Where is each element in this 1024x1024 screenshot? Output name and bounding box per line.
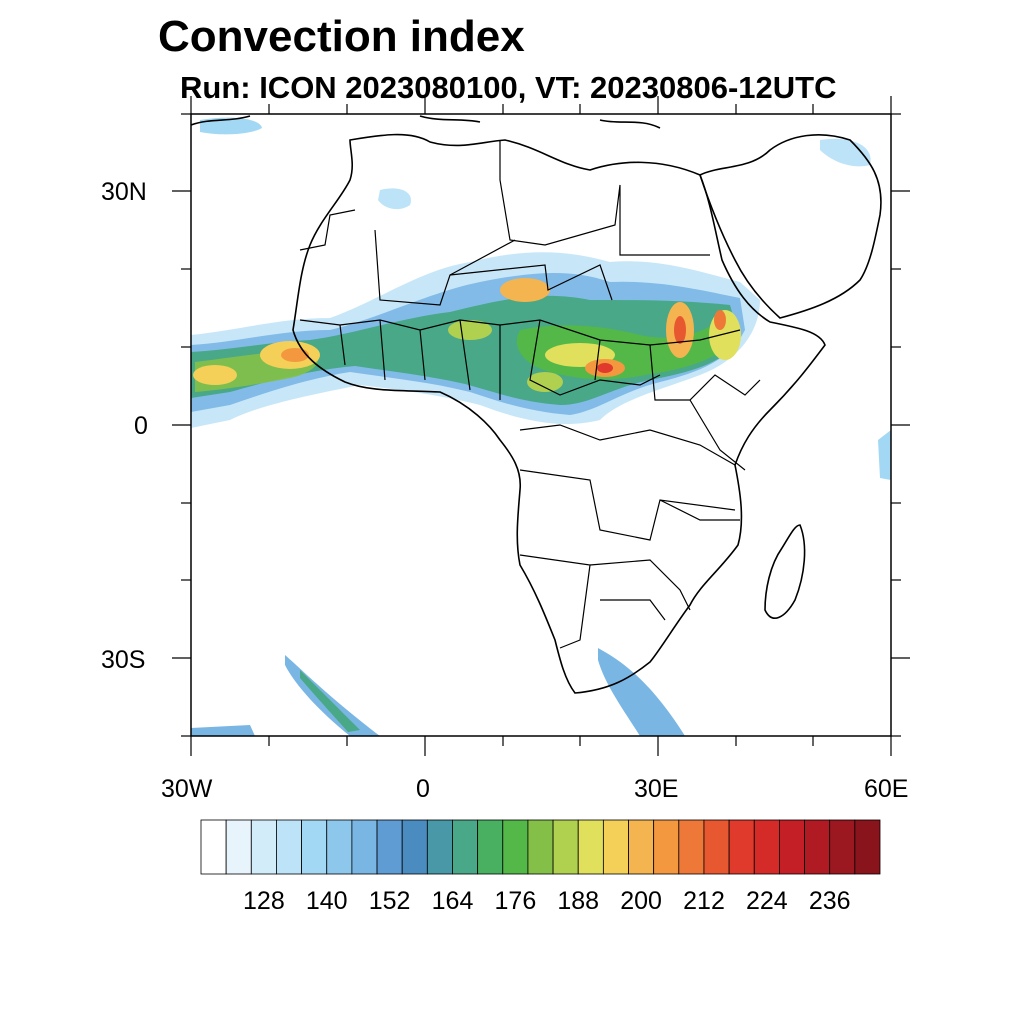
colorbar-box xyxy=(703,819,730,875)
colorbar-box xyxy=(753,819,780,875)
colorbar xyxy=(200,819,881,875)
colorbar-label: 200 xyxy=(620,887,662,915)
colorbar-label: 224 xyxy=(745,887,788,915)
colorbar-box xyxy=(678,819,705,875)
colorbar-label: 152 xyxy=(368,887,411,915)
colorbar-box xyxy=(477,819,504,875)
border-southern xyxy=(519,554,691,649)
border-gulf-guinea xyxy=(339,319,501,400)
colorbar-label: 236 xyxy=(808,887,851,915)
colorbar-box xyxy=(577,819,604,875)
madagascar-outline xyxy=(764,524,806,619)
streak-south-africa xyxy=(598,648,685,736)
colorbar-box xyxy=(628,819,655,875)
hotspot-car-core xyxy=(597,363,613,373)
hotspot-atlantic xyxy=(193,365,237,385)
chart-title: Convection index xyxy=(158,12,525,61)
lat-label-0: 0 xyxy=(134,412,148,440)
border-central xyxy=(529,319,661,396)
colorbar-label: 140 xyxy=(305,887,348,915)
border-algeria-mali xyxy=(374,229,516,306)
convection-field xyxy=(191,117,891,736)
colorbar-box xyxy=(326,819,353,875)
patch-arabia xyxy=(820,138,871,167)
colorbar-box xyxy=(301,819,328,875)
border-east xyxy=(649,344,761,401)
colorbar-label: 176 xyxy=(494,887,537,915)
border-congo xyxy=(519,424,736,466)
colorbar-box xyxy=(276,819,302,875)
patch-azores xyxy=(200,117,262,135)
border-niger-chad xyxy=(449,264,613,301)
colorbar-label: 188 xyxy=(557,887,600,915)
chart-subtitle: Run: ICON 2023080100, VT: 20230806-12UTC xyxy=(180,70,837,105)
hotspot-west-coast-core xyxy=(281,348,309,362)
patch-east-edge xyxy=(878,430,891,480)
hotspot-niger xyxy=(500,278,550,302)
colorbar-box xyxy=(829,819,856,875)
colorbar-label: 164 xyxy=(431,887,474,915)
colorbar-box xyxy=(452,819,479,875)
hotspot-sudan-core xyxy=(674,316,686,344)
country-borders xyxy=(299,140,761,649)
lon-label-60e: 60E xyxy=(864,775,909,803)
colorbar-box xyxy=(200,819,227,875)
arabia-outline xyxy=(699,134,882,319)
coastlines xyxy=(191,115,882,694)
lon-label-30w: 30W xyxy=(161,775,213,803)
colorbar-box xyxy=(779,819,805,875)
border-south-central xyxy=(519,469,736,541)
colorbar-box xyxy=(728,819,755,875)
border-libya-egypt xyxy=(499,140,710,256)
streak-south-atlantic-core xyxy=(300,670,360,732)
border-east-coast xyxy=(659,399,746,521)
hotspot-cameroon xyxy=(527,372,563,392)
colorbar-box xyxy=(250,819,277,875)
colorbar-box xyxy=(527,819,554,875)
border-west-sahara xyxy=(299,209,356,251)
plot-frame xyxy=(190,113,892,737)
colorbar-box xyxy=(854,819,881,875)
colorbar-box xyxy=(602,819,629,875)
streak-south-atlantic xyxy=(285,655,380,736)
hotspot-ethiopia-core xyxy=(714,310,726,330)
colorbar-box xyxy=(653,819,680,875)
hotspot-nigeria xyxy=(448,320,492,340)
africa-coastline xyxy=(292,133,826,694)
colorbar-label: 128 xyxy=(243,887,285,915)
colorbar-label: 212 xyxy=(683,887,725,915)
colorbar-box xyxy=(804,819,831,875)
axis-ticks xyxy=(172,96,910,756)
europe-coast xyxy=(191,115,661,129)
colorbar-box xyxy=(426,819,453,875)
colorbar-box xyxy=(225,819,252,875)
patch-sahara xyxy=(378,188,411,210)
colorbar-box xyxy=(401,819,428,875)
lon-label-0: 0 xyxy=(416,775,430,803)
lat-label-30s: 30S xyxy=(101,646,146,674)
colorbar-box xyxy=(351,819,378,875)
colorbar-box xyxy=(376,819,403,875)
patch-south-west xyxy=(191,725,255,736)
lat-label-30n: 30N xyxy=(101,178,147,206)
colorbar-box xyxy=(502,819,529,875)
colorbar-box xyxy=(552,819,579,875)
lon-label-30e: 30E xyxy=(634,775,679,803)
